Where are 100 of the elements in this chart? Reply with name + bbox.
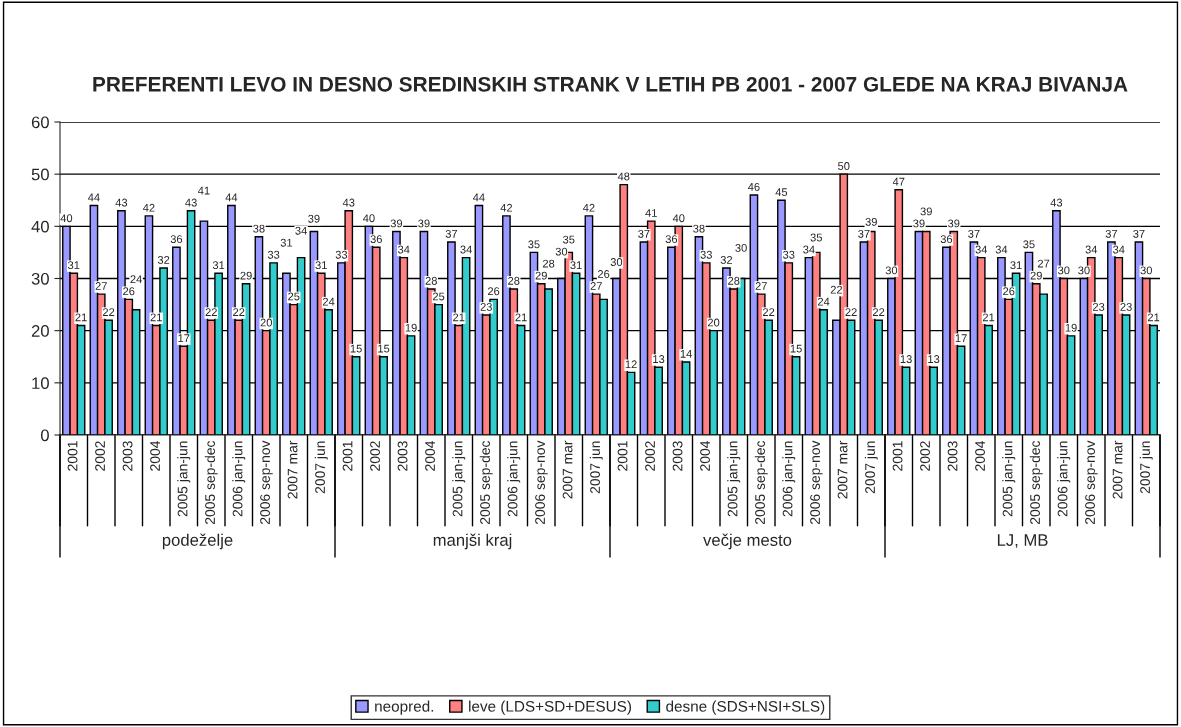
data-label: 13 [653, 355, 665, 363]
data-label: 36 [170, 235, 183, 243]
x-tick-label: 2007 jun [1139, 441, 1153, 494]
x-tick-label: 2003 [947, 441, 958, 471]
data-label: 35 [528, 240, 540, 249]
x-tick-label: 2007 mar [837, 440, 848, 499]
data-label: 36 [370, 235, 382, 243]
data-label: 39 [947, 219, 960, 228]
data-label: 27 [95, 282, 107, 290]
legend-label: desne (SDS+NSI+SLS) [666, 700, 825, 715]
x-tick-label: 2003 [122, 441, 133, 471]
data-label: 44 [87, 193, 100, 202]
data-label: 21 [515, 313, 527, 322]
data-label: 22 [233, 308, 245, 316]
data-label: 25 [288, 292, 300, 301]
data-label: 47 [892, 177, 905, 186]
x-tick-label: 2001 [892, 441, 903, 471]
data-label: 30 [1140, 266, 1152, 275]
data-label: 30 [555, 247, 568, 256]
data-label: 24 [130, 275, 142, 284]
data-label: 31 [1010, 261, 1022, 270]
data-label: 34 [397, 245, 410, 254]
data-label: 21 [150, 313, 162, 322]
y-tick-label: 40 [31, 220, 49, 233]
data-label: 25 [432, 292, 445, 301]
data-label: 22 [205, 308, 217, 316]
data-label: 42 [500, 203, 513, 212]
x-tick-label: 2007 mar [287, 440, 298, 499]
data-label: 22 [762, 308, 775, 316]
data-label: 34 [975, 245, 988, 254]
x-tick-label: 2005 sep-dec [204, 440, 218, 525]
data-label: 17 [178, 334, 190, 343]
x-tick-label: 2007 jun [864, 441, 878, 494]
data-label: 34 [1085, 245, 1098, 254]
legend-label: neopred. [375, 700, 434, 715]
data-label: 23 [480, 302, 492, 311]
data-label: 12 [625, 360, 637, 369]
data-label: 33 [700, 250, 712, 259]
x-tick-label: 2002 [920, 441, 930, 471]
data-label: 35 [562, 235, 575, 244]
data-label: 27 [755, 282, 767, 290]
x-tick-label: 2002 [370, 441, 380, 471]
x-tick-label: 2006 sep-nov [535, 440, 548, 525]
data-label: 22 [830, 285, 843, 294]
data-label: 32 [720, 256, 733, 264]
x-tick-label: 2005 sep-dec [479, 440, 493, 525]
data-label: 40 [672, 214, 685, 223]
x-tick-label: 2007 mar [1112, 440, 1123, 499]
data-label: 24 [322, 297, 335, 306]
x-tick-label: 2003 [672, 441, 683, 471]
data-label: 31 [570, 261, 582, 270]
data-label: 29 [535, 271, 547, 280]
data-label: 26 [487, 287, 500, 296]
data-label: 39 [390, 219, 403, 228]
x-tick-label: 2005 jan-jun [1002, 441, 1016, 517]
data-label: 43 [185, 198, 197, 207]
data-label: 22 [845, 308, 857, 316]
data-label: 29 [240, 271, 252, 280]
data-label: 22 [102, 308, 115, 316]
x-tick-label: 2006 jan-jun [232, 441, 246, 517]
data-label: 26 [1003, 287, 1015, 296]
data-label: 32 [157, 256, 170, 264]
x-tick-label: 2004 [700, 440, 710, 471]
data-label: 40 [362, 214, 375, 223]
data-label: 37 [858, 229, 870, 238]
text: manjši kraj [433, 533, 512, 550]
data-label: 41 [645, 209, 657, 217]
data-label: 34 [460, 245, 472, 254]
data-label: 23 [1092, 302, 1105, 311]
data-label: 19 [405, 323, 417, 332]
data-label: 28 [508, 276, 520, 285]
data-label: 30 [885, 266, 898, 275]
x-tick-label: 2006 sep-nov [260, 440, 273, 525]
data-label: 15 [378, 344, 390, 353]
data-label: 27 [590, 282, 602, 290]
x-tick-label: 2005 jan-jun [177, 441, 191, 517]
data-label: 44 [472, 193, 485, 202]
data-label: 43 [1050, 198, 1063, 207]
data-label: 33 [335, 250, 348, 259]
data-label: 33 [782, 250, 795, 259]
text: podeželje [162, 533, 233, 550]
data-label: 37 [1133, 229, 1145, 238]
data-label: 27 [1037, 259, 1050, 268]
data-label: 21 [1147, 313, 1160, 322]
data-label: 41 [197, 186, 210, 195]
x-tick-label: 2007 mar [562, 440, 573, 499]
data-label: 30 [1057, 266, 1070, 275]
data-label: 30 [610, 258, 623, 266]
data-label: 20 [707, 318, 720, 327]
data-label: 42 [582, 203, 595, 212]
data-label: 31 [315, 261, 327, 270]
data-label: 28 [728, 276, 740, 285]
data-label: 29 [1030, 271, 1042, 280]
data-label: 38 [253, 224, 265, 233]
data-label: 21 [75, 313, 87, 322]
data-label: 34 [295, 226, 307, 235]
data-label: 26 [597, 270, 610, 278]
data-label: 17 [955, 334, 967, 343]
data-label: 24 [817, 297, 830, 306]
data-label: 23 [1120, 302, 1132, 311]
